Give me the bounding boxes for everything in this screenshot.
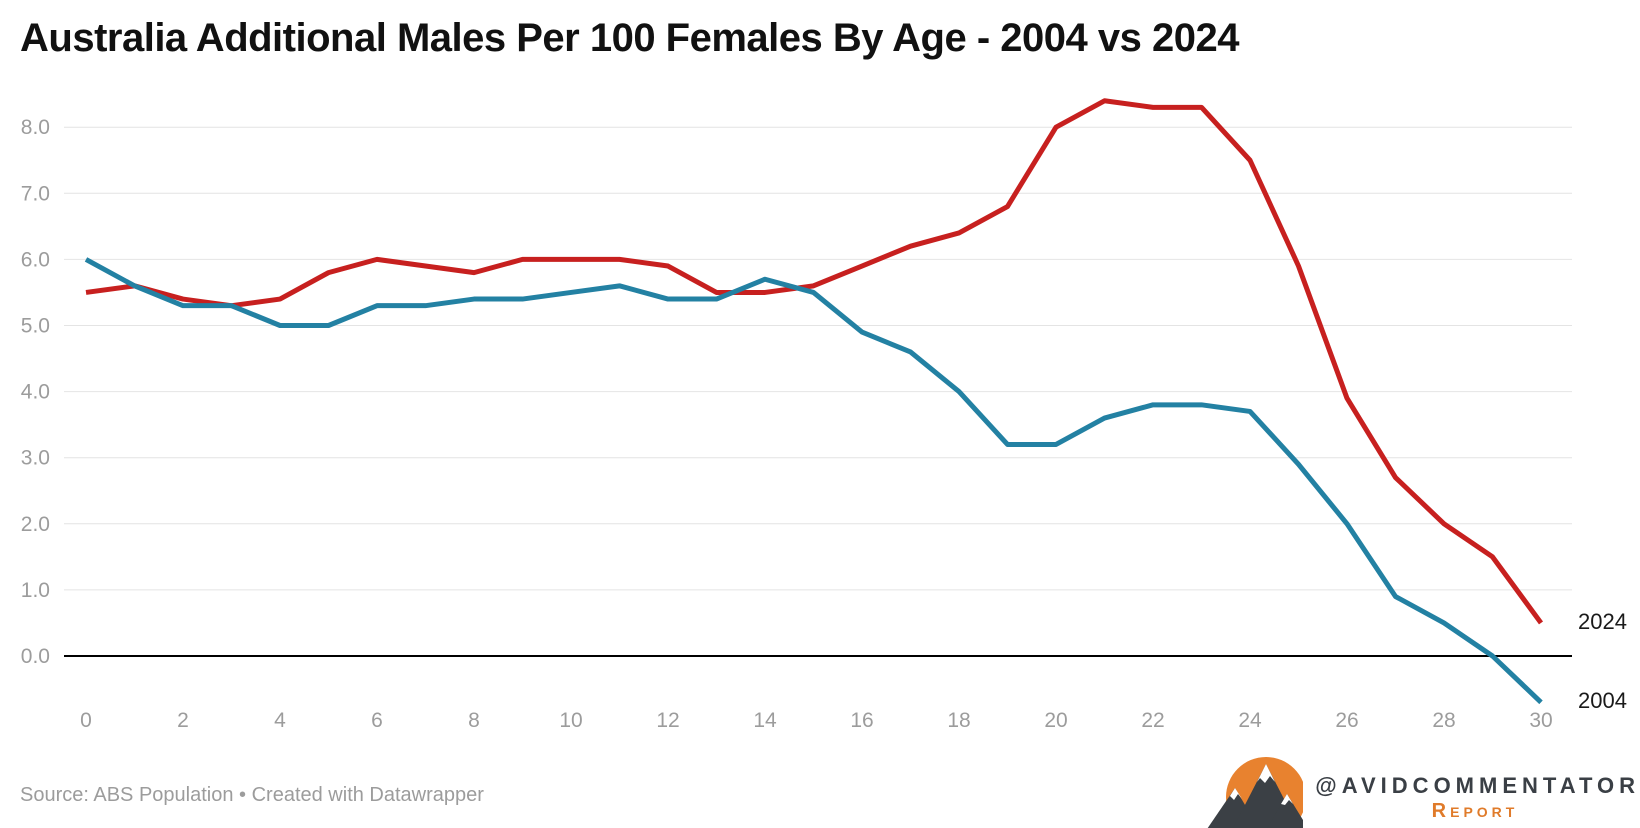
- x-tick-label: 4: [274, 709, 286, 732]
- logo-snowcap-left: [1228, 788, 1242, 800]
- y-tick-label: 5.0: [21, 315, 50, 338]
- series-line-2024: [85, 98, 1544, 625]
- source-attribution: Source: ABS Population • Created with Da…: [20, 784, 484, 806]
- x-tick-label: 2: [177, 709, 189, 732]
- y-tick-label: 2.0: [21, 513, 50, 536]
- logo-mountain-right: [1267, 794, 1303, 828]
- x-tick-label: 30: [1529, 709, 1552, 732]
- x-tick-label: 14: [753, 709, 777, 732]
- y-tick-label: 3.0: [21, 447, 50, 470]
- y-tick-label: 7.0: [21, 182, 50, 205]
- series-label-2004: 2004: [1578, 688, 1627, 713]
- y-tick-label: 0.0: [21, 645, 50, 668]
- x-tick-label: 8: [468, 709, 480, 732]
- mountain-sun-logo-icon: [1207, 757, 1303, 828]
- brand-report-label: Report: [1431, 800, 1519, 822]
- x-tick-label: 16: [850, 709, 873, 732]
- x-tick-label: 20: [1044, 709, 1067, 732]
- x-tick-label: 18: [947, 709, 970, 732]
- x-tick-label: 26: [1335, 709, 1358, 732]
- y-tick-label: 6.0: [21, 248, 50, 271]
- x-tick-label: 28: [1432, 709, 1455, 732]
- y-tick-label: 4.0: [21, 381, 50, 404]
- logo-snowcap-right: [1281, 794, 1293, 805]
- x-tick-label: 12: [656, 709, 679, 732]
- x-tick-label: 24: [1238, 709, 1262, 732]
- y-tick-label: 1.0: [21, 579, 50, 602]
- x-tick-label: 22: [1141, 709, 1164, 732]
- x-tick-label: 6: [371, 709, 383, 732]
- brand-handle: @AVIDCOMMENTATOR: [1315, 773, 1640, 798]
- logo-snowcap-main: [1257, 764, 1275, 783]
- chart-title: Australia Additional Males Per 100 Femal…: [20, 16, 1239, 60]
- series-label-2024: 2024: [1578, 609, 1627, 634]
- series-line-2004: [84, 257, 1543, 705]
- x-tick-label: 0: [80, 709, 92, 732]
- y-tick-label: 8.0: [21, 116, 50, 139]
- x-tick-label: 10: [559, 709, 582, 732]
